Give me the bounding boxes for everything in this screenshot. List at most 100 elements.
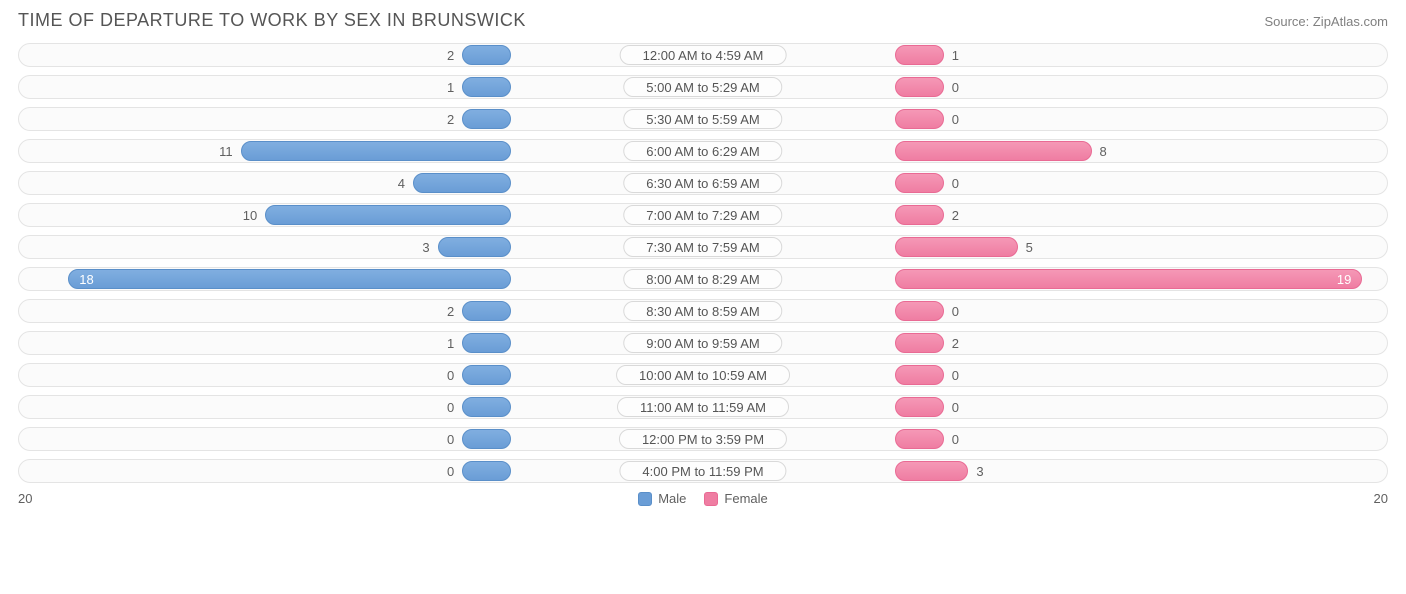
female-half: 0 xyxy=(703,300,1387,322)
female-half: 0 xyxy=(703,76,1387,98)
legend-male-label: Male xyxy=(658,491,686,506)
chart-row: 2 08:30 AM to 8:59 AM xyxy=(18,299,1388,323)
male-value: 10 xyxy=(235,208,265,223)
male-half: 11 xyxy=(19,140,703,162)
female-swatch-icon xyxy=(704,492,718,506)
male-bar xyxy=(265,205,511,225)
female-bar xyxy=(895,77,944,97)
row-label: 7:30 AM to 7:59 AM xyxy=(623,237,782,257)
row-label: 6:00 AM to 6:29 AM xyxy=(623,141,782,161)
male-half: 1 xyxy=(19,332,703,354)
male-swatch-icon xyxy=(638,492,652,506)
male-half: 2 xyxy=(19,44,703,66)
axis-right-max: 20 xyxy=(1374,491,1388,506)
chart-header: TIME OF DEPARTURE TO WORK BY SEX IN BRUN… xyxy=(18,10,1388,31)
female-value: 0 xyxy=(944,80,967,95)
axis-left-max: 20 xyxy=(18,491,32,506)
male-bar xyxy=(462,45,511,65)
legend: Male Female xyxy=(638,491,768,506)
legend-item-female: Female xyxy=(704,491,767,506)
male-value: 0 xyxy=(439,400,462,415)
female-bar xyxy=(895,333,944,353)
female-value: 0 xyxy=(944,432,967,447)
female-bar xyxy=(895,45,944,65)
chart-title: TIME OF DEPARTURE TO WORK BY SEX IN BRUN… xyxy=(18,10,526,31)
female-half: 0 xyxy=(703,108,1387,130)
row-label: 4:00 PM to 11:59 PM xyxy=(619,461,786,481)
female-bar xyxy=(895,397,944,417)
female-value: 0 xyxy=(944,176,967,191)
male-bar xyxy=(462,461,511,481)
male-value: 0 xyxy=(439,368,462,383)
male-bar xyxy=(241,141,512,161)
male-half: 3 xyxy=(19,236,703,258)
female-half: 0 xyxy=(703,396,1387,418)
chart-row: 034:00 PM to 11:59 PM xyxy=(18,459,1388,483)
female-half: 0 xyxy=(703,172,1387,194)
male-half: 0 xyxy=(19,428,703,450)
female-value: 0 xyxy=(944,112,967,127)
female-bar xyxy=(895,301,944,321)
female-value: 2 xyxy=(944,336,967,351)
male-value: 2 xyxy=(439,304,462,319)
row-label: 5:30 AM to 5:59 AM xyxy=(623,109,782,129)
male-half: 10 xyxy=(19,204,703,226)
male-value: 4 xyxy=(390,176,413,191)
chart-row: 11 8 6:00 AM to 6:29 AM xyxy=(18,139,1388,163)
male-half: 0 xyxy=(19,396,703,418)
male-half: 0 xyxy=(19,460,703,482)
male-bar xyxy=(462,77,511,97)
male-bar xyxy=(462,333,511,353)
male-value: 18 xyxy=(69,272,103,287)
row-label: 8:30 AM to 8:59 AM xyxy=(623,301,782,321)
chart-source: Source: ZipAtlas.com xyxy=(1264,14,1388,29)
female-value: 8 xyxy=(1092,144,1115,159)
chart-row: 2112:00 AM to 4:59 AM xyxy=(18,43,1388,67)
female-half: 0 xyxy=(703,428,1387,450)
male-half: 4 xyxy=(19,172,703,194)
male-bar xyxy=(462,301,511,321)
male-half: 0 xyxy=(19,364,703,386)
male-value: 3 xyxy=(414,240,437,255)
chart-row: 18198:00 AM to 8:29 AM xyxy=(18,267,1388,291)
male-value: 11 xyxy=(211,144,241,159)
chart-row: 0 0 10:00 AM to 10:59 AM xyxy=(18,363,1388,387)
female-bar xyxy=(895,109,944,129)
male-bar xyxy=(462,397,511,417)
female-value: 0 xyxy=(944,400,967,415)
chart-row: 1 0 5:00 AM to 5:29 AM xyxy=(18,75,1388,99)
female-value: 0 xyxy=(944,368,967,383)
male-half: 1 xyxy=(19,76,703,98)
female-half: 5 xyxy=(703,236,1387,258)
male-half: 2 xyxy=(19,300,703,322)
male-value: 0 xyxy=(439,432,462,447)
female-half: 3 xyxy=(703,460,1387,482)
male-bar xyxy=(438,237,512,257)
female-bar xyxy=(895,461,969,481)
female-bar xyxy=(895,205,944,225)
male-value: 2 xyxy=(439,48,462,63)
female-half: 19 xyxy=(703,268,1387,290)
diverging-bar-chart: 2112:00 AM to 4:59 AM105:00 AM to 5:29 A… xyxy=(18,43,1388,483)
male-value: 1 xyxy=(439,80,462,95)
female-bar xyxy=(895,429,944,449)
male-half: 18 xyxy=(19,268,703,290)
female-half: 8 xyxy=(703,140,1387,162)
female-bar: 19 xyxy=(895,269,1363,289)
chart-row: 129:00 AM to 9:59 AM xyxy=(18,331,1388,355)
row-label: 6:30 AM to 6:59 AM xyxy=(623,173,782,193)
row-label: 12:00 AM to 4:59 AM xyxy=(620,45,787,65)
male-value: 2 xyxy=(439,112,462,127)
legend-item-male: Male xyxy=(638,491,686,506)
chart-row: 0011:00 AM to 11:59 AM xyxy=(18,395,1388,419)
legend-female-label: Female xyxy=(724,491,767,506)
chart-row: 1027:00 AM to 7:29 AM xyxy=(18,203,1388,227)
chart-row: 0012:00 PM to 3:59 PM xyxy=(18,427,1388,451)
male-bar xyxy=(462,109,511,129)
chart-row: 3 57:30 AM to 7:59 AM xyxy=(18,235,1388,259)
chart-row: 4 0 6:30 AM to 6:59 AM xyxy=(18,171,1388,195)
row-label: 5:00 AM to 5:29 AM xyxy=(623,77,782,97)
row-label: 10:00 AM to 10:59 AM xyxy=(616,365,790,385)
chart-row: 2 0 5:30 AM to 5:59 AM xyxy=(18,107,1388,131)
female-half: 0 xyxy=(703,364,1387,386)
